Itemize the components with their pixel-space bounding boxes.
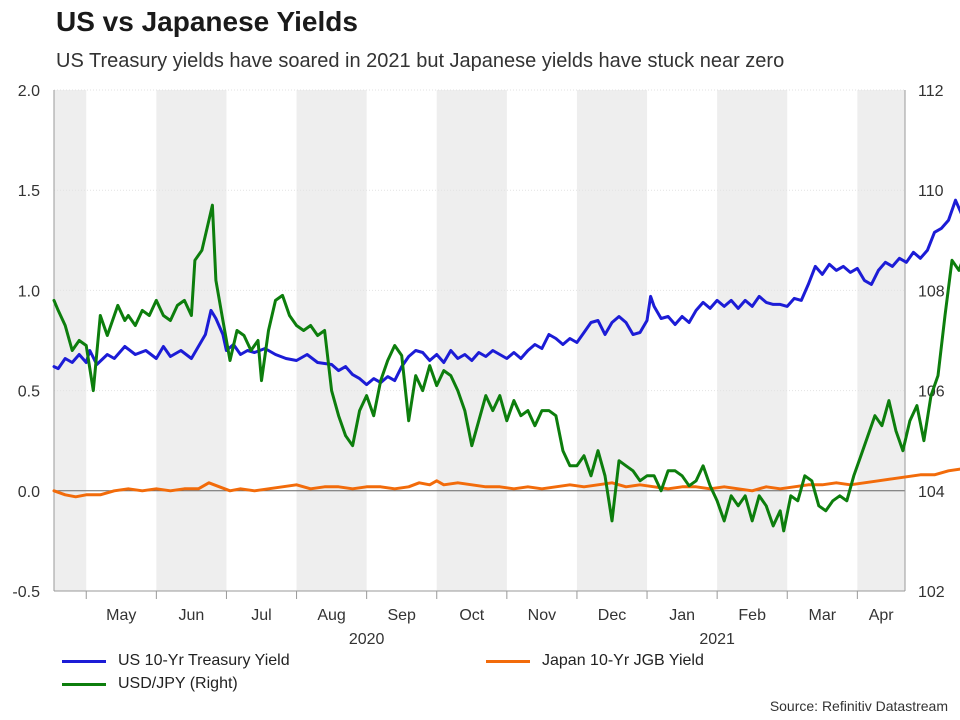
right-axis-tick-label: 108: [918, 283, 945, 300]
chart-subtitle: US Treasury yields have soared in 2021 b…: [56, 50, 785, 72]
japan-10yr-jgb-line: [52, 467, 960, 499]
left-axis-tick-label: 0.5: [18, 384, 40, 401]
left-axis-tick-label: 1.5: [18, 183, 40, 200]
legend-label-jgb: Japan 10-Yr JGB Yield: [542, 652, 704, 669]
us-10yr-yield-line: [52, 198, 960, 387]
right-axis-tick-label: 102: [918, 584, 945, 601]
year-tick-label: 2020: [349, 631, 385, 648]
legend-label-usdjpy: USD/JPY (Right): [118, 675, 238, 692]
month-tick-label: Mar: [809, 607, 837, 624]
usdjpy-line: [52, 203, 960, 533]
month-shade-band: [436, 90, 507, 591]
month-shade-band: [156, 90, 227, 591]
left-axis-tick-label: -0.5: [12, 584, 40, 601]
month-tick-label: Oct: [459, 607, 484, 624]
right-axis-tick-label: 112: [918, 83, 944, 100]
month-tick-label: Apr: [869, 607, 895, 624]
legend-swatch-usdjpy: [62, 682, 106, 686]
chart-title: US vs Japanese Yields: [56, 6, 358, 37]
legend-label-us: US 10-Yr Treasury Yield: [118, 652, 290, 669]
month-tick-label: Nov: [528, 607, 556, 624]
month-tick-label: Dec: [598, 607, 626, 624]
legend-swatch-us: [62, 659, 106, 663]
legend-item-usdjpy: USD/JPY (Right): [62, 675, 238, 693]
left-axis-tick-label: 2.0: [18, 83, 40, 100]
month-shade-band: [576, 90, 648, 591]
month-shade-band: [296, 90, 367, 591]
legend-item-us-yield: US 10-Yr Treasury Yield: [62, 652, 290, 670]
source-note: Source: Refinitiv Datastream: [769, 698, 948, 714]
month-tick-label: Aug: [317, 607, 345, 624]
right-axis-tick-label: 104: [918, 484, 945, 501]
month-tick-label: Feb: [738, 607, 766, 624]
month-tick-label: Sep: [387, 607, 416, 624]
year-tick-label: 2021: [699, 631, 735, 648]
left-axis-tick-label: 0.0: [18, 484, 40, 501]
month-shade-band: [857, 90, 905, 591]
month-tick-label: Jul: [251, 607, 271, 624]
month-tick-label: May: [106, 607, 136, 624]
right-axis-tick-label: 110: [918, 183, 944, 200]
legend-swatch-jgb: [486, 659, 530, 663]
month-tick-label: Jun: [178, 607, 204, 624]
legend-item-jgb-yield: Japan 10-Yr JGB Yield: [486, 652, 704, 670]
left-axis-tick-label: 1.0: [18, 283, 40, 300]
month-tick-label: Jan: [669, 607, 695, 624]
